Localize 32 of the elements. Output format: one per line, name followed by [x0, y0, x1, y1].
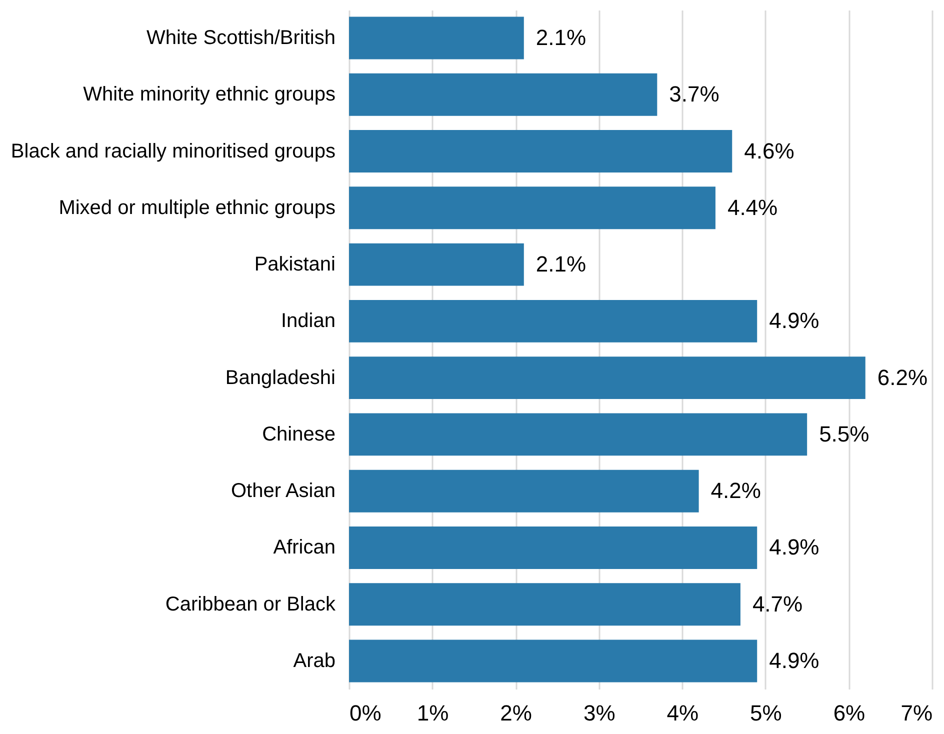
y-tick-label: Arab	[293, 650, 336, 672]
x-tick-label: 6%	[833, 700, 866, 726]
x-tick-label: 2%	[500, 700, 532, 726]
data-label: 5.5%	[819, 421, 870, 446]
y-tick-label: Chinese	[262, 423, 336, 446]
data-label: 4.2%	[710, 478, 761, 504]
data-label: 4.9%	[769, 308, 820, 334]
data-label: 4.9%	[769, 534, 820, 560]
data-label: 6.2%	[877, 364, 928, 390]
data-label: 2.1%	[536, 252, 586, 277]
y-tick-label: White Scottish/British	[146, 27, 336, 50]
x-tick-label: 3%	[583, 700, 616, 726]
x-tick-label: 0%	[350, 700, 382, 726]
data-label: 4.7%	[752, 591, 803, 616]
y-tick-label: Indian	[281, 310, 336, 332]
y-tick-label: Black and racially minoritised groups	[10, 140, 336, 162]
data-label: 4.9%	[769, 648, 820, 673]
y-tick-label: Bangladeshi	[225, 366, 336, 389]
y-tick-label: Caribbean or Black	[165, 593, 336, 616]
data-label: 2.1%	[536, 25, 586, 50]
y-tick-label: African	[273, 536, 336, 559]
y-tick-label: Mixed or multiple ethnic groups	[58, 196, 336, 219]
data-label: 4.4%	[727, 194, 778, 220]
y-tick-label: Pakistani	[254, 254, 336, 276]
x-tick-label: 1%	[416, 700, 449, 726]
data-label: 4.6%	[744, 138, 794, 164]
y-tick-label: White minority ethnic groups	[83, 84, 336, 106]
x-tick-label: 7%	[900, 700, 932, 726]
data-label: 3.7%	[669, 82, 720, 107]
x-tick-label: 4%	[666, 700, 699, 726]
x-tick-label: 5%	[750, 700, 782, 726]
y-tick-label: Other Asian	[230, 480, 336, 502]
